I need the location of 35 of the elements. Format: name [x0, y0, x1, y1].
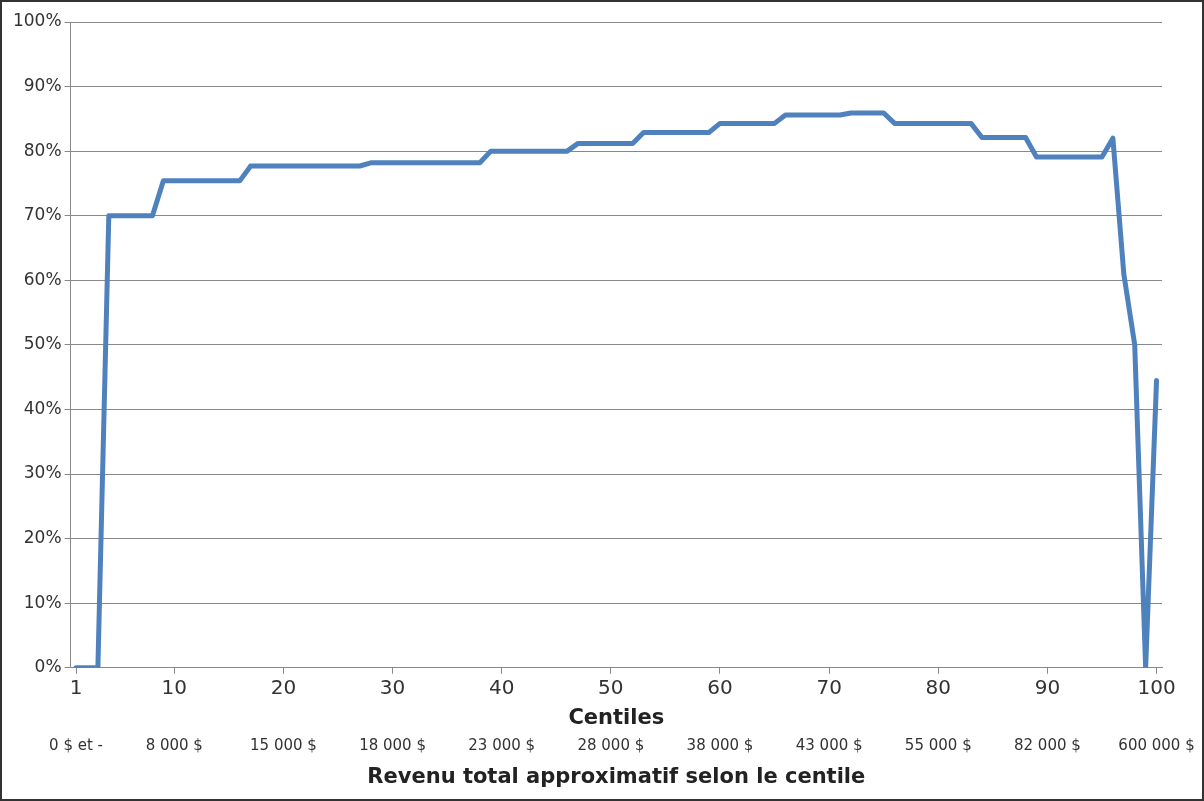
- x-tick-label: 50: [598, 675, 624, 699]
- y-tick-label: 90%: [23, 75, 62, 95]
- text: 28 000 $: [577, 736, 645, 755]
- x-axis-title: Centiles: [568, 704, 665, 729]
- x-tick-label: 40: [488, 675, 515, 699]
- x-tick-label: 70: [816, 675, 842, 699]
- y-tick-label: 80%: [23, 139, 62, 160]
- x-tick-label: 80: [925, 675, 951, 699]
- text: Revenu total approximatif selon le centile: [367, 763, 866, 788]
- y-tick-label: 0%: [34, 656, 62, 677]
- y-tick-label: 20%: [23, 527, 62, 548]
- x-tick-label: 90: [1034, 675, 1061, 699]
- y-tick-label: 70%: [23, 204, 62, 225]
- x-tick-label: 10: [161, 675, 188, 699]
- text: 82 000 $: [1014, 736, 1081, 755]
- text: 15 000 $: [250, 736, 317, 755]
- text: 55 000 $: [904, 736, 972, 755]
- text: 0 $ et -: [49, 736, 104, 755]
- text: 38 000 $: [686, 736, 754, 755]
- text: 43 000 $: [795, 736, 863, 755]
- text: 8 000 $: [145, 736, 203, 755]
- x-tick-label: 1: [69, 675, 83, 699]
- y-tick-label: 30%: [23, 462, 62, 483]
- text: 600 000 $: [1118, 736, 1195, 755]
- y-tick-label: 40%: [23, 397, 62, 418]
- y-tick-label: 50%: [23, 333, 62, 354]
- x-tick-label: 30: [379, 675, 406, 699]
- x-tick-label: 60: [707, 675, 733, 699]
- text: 18 000 $: [359, 736, 426, 755]
- x-tick-label: 20: [270, 675, 297, 699]
- y-tick-label: 10%: [23, 591, 62, 612]
- x-tick-label: 100: [1137, 675, 1176, 699]
- y-tick-label: 100%: [12, 10, 62, 31]
- y-tick-label: 60%: [23, 268, 62, 289]
- text: 23 000 $: [468, 736, 536, 755]
